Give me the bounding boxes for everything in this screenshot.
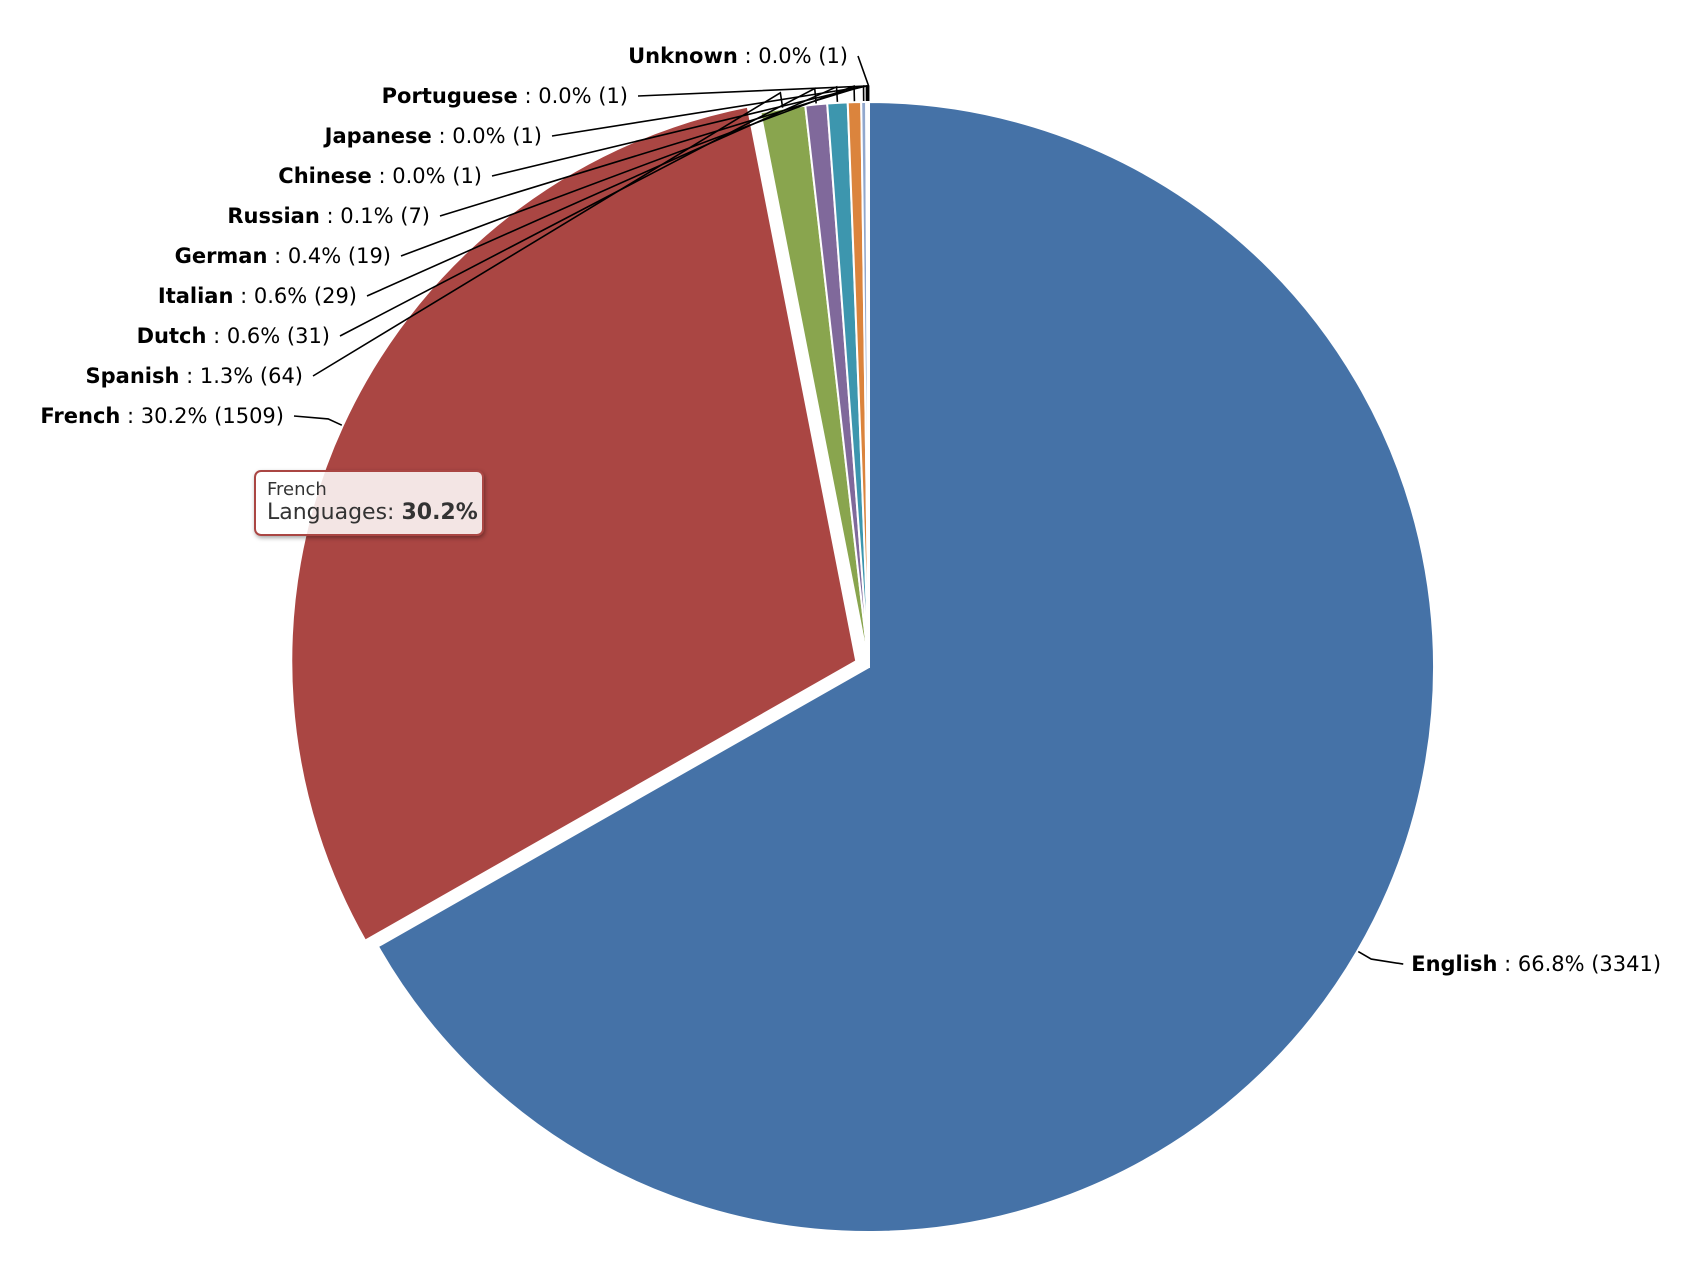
tooltip-value: 30.2% <box>401 500 478 525</box>
pie-slice-french[interactable] <box>290 105 858 942</box>
connector-unknown <box>857 55 870 102</box>
data-label-english: English : 66.8% (3341) <box>1411 952 1661 976</box>
pie-slices <box>290 100 1435 1233</box>
data-label-chinese: Chinese : 0.0% (1) <box>278 164 482 188</box>
connector-french <box>293 415 343 426</box>
data-labels: English : 66.8% (3341) French : 30.2% (15… <box>40 44 1661 976</box>
data-label-dutch: Dutch : 0.6% (31) <box>137 324 330 348</box>
pie-slice-unknown[interactable] <box>867 100 870 668</box>
tooltip-line: Languages: 30.2% <box>267 500 478 526</box>
connector-spanish <box>312 91 784 377</box>
tooltip: French Languages: 30.2% <box>254 470 484 536</box>
data-label-spanish: Spanish : 1.3% (64) <box>86 364 304 388</box>
tooltip-separator: : <box>387 500 402 525</box>
data-label-italian: Italian : 0.6% (29) <box>158 284 357 308</box>
connector-english <box>1357 950 1404 965</box>
data-label-french: French : 30.2% (1509) <box>40 404 284 428</box>
tooltip-category: French <box>267 479 327 500</box>
data-label-russian: Russian : 0.1% (7) <box>227 204 430 228</box>
data-label-japanese: Japanese : 0.0% (1) <box>323 124 542 148</box>
data-label-unknown: Unknown : 0.0% (1) <box>628 44 848 68</box>
pie-slice-english[interactable] <box>376 101 1435 1233</box>
data-label-german: German : 0.4% (19) <box>175 244 391 268</box>
data-label-portuguese: Portuguese : 0.0% (1) <box>382 84 628 108</box>
tooltip-series: Languages <box>267 500 388 525</box>
label-connectors <box>293 55 1404 965</box>
